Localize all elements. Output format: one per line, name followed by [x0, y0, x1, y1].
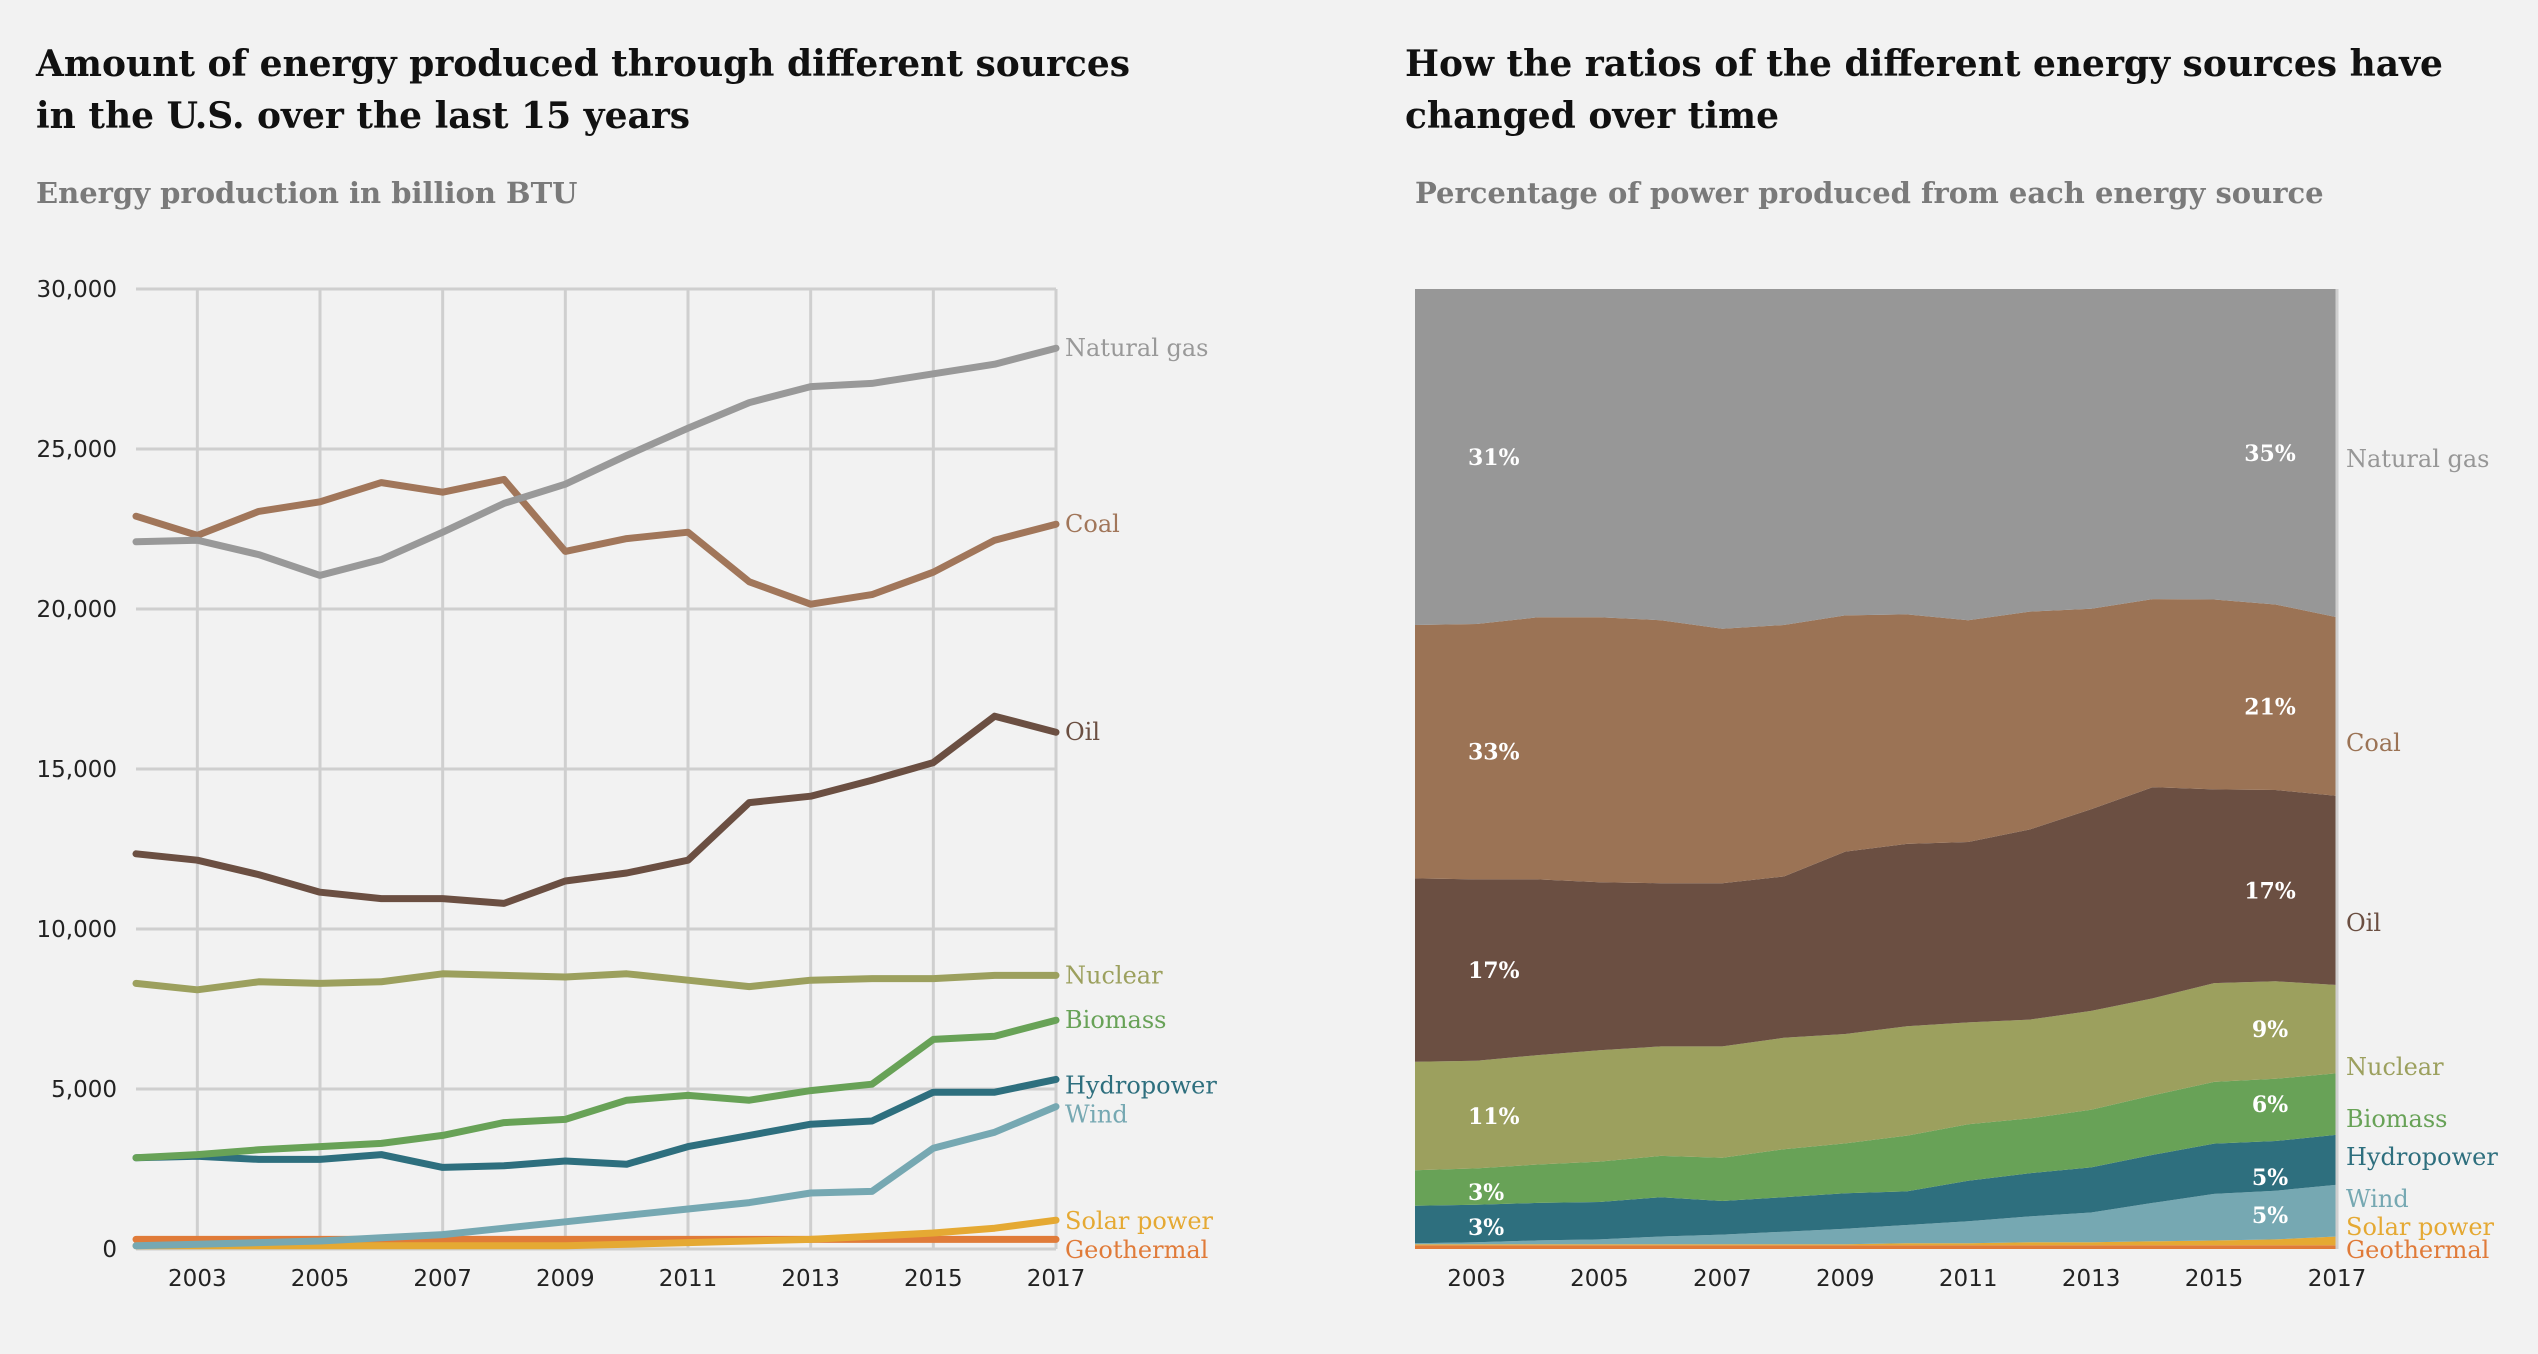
- end-pct-label-oil: 17%: [2244, 878, 2296, 904]
- y-tick-label: 20,000: [37, 597, 117, 623]
- area-band-nuclear: [1415, 981, 2337, 1171]
- end-pct-label-biomass: 6%: [2252, 1092, 2288, 1118]
- series-line-biomass: [132, 1016, 1060, 1162]
- x-tick-label: 2011: [659, 1266, 718, 1292]
- area-band-wind: [1415, 1184, 2337, 1245]
- y-tick-label: 30,000: [37, 277, 117, 303]
- line-chart: 0 5,000 10,000 15,000 20,000 25,000 30,000 2003…: [37, 277, 1218, 1292]
- series-label-natural-gas: Natural gas: [1065, 334, 1208, 362]
- series-line-oil: [132, 712, 1060, 907]
- area-band-oil: [1415, 787, 2337, 1062]
- band-label-natural-gas: Natural gas: [2346, 445, 2489, 473]
- x-tick-label: 2003: [1447, 1266, 1506, 1292]
- area-band-natural-gas: [1415, 289, 2337, 629]
- end-pct-label-natural-gas: 35%: [2244, 441, 2296, 467]
- start-pct-label-coal: 33%: [1468, 740, 1520, 766]
- series-line-hydropower: [132, 1075, 1060, 1171]
- end-pct-label-hydropower: 5%: [2252, 1165, 2288, 1191]
- x-tick-label: 2017: [2308, 1266, 2367, 1292]
- end-pct-label-nuclear: 9%: [2252, 1017, 2288, 1043]
- y-tick-label: 25,000: [37, 437, 117, 463]
- series-label-solar-power: Solar power: [1065, 1207, 1214, 1235]
- start-pct-label-biomass: 3%: [1468, 1180, 1504, 1206]
- x-tick-label: 2013: [2062, 1266, 2121, 1292]
- band-label-nuclear: Nuclear: [2346, 1053, 2444, 1081]
- series-line-natural-gas: [132, 344, 1060, 579]
- series-label-wind: Wind: [1065, 1101, 1128, 1129]
- band-label-wind: Wind: [2346, 1185, 2409, 1213]
- area-band-solar-power: [1415, 1236, 2337, 1246]
- area-band-hydropower: [1415, 1134, 2337, 1244]
- series-label-biomass: Biomass: [1065, 1006, 1166, 1034]
- area-chart-title: How the ratios of the different energy s…: [1405, 43, 2443, 137]
- band-label-hydropower: Hydropower: [2346, 1143, 2498, 1171]
- line-chart-panel: Amount of energy produced through differ…: [36, 43, 1218, 1292]
- x-tick-label: 2005: [291, 1266, 350, 1292]
- x-tick-label: 2003: [168, 1266, 227, 1292]
- series-label-hydropower: Hydropower: [1065, 1071, 1217, 1099]
- series-label-oil: Oil: [1065, 718, 1100, 746]
- y-tick-label: 15,000: [37, 757, 117, 783]
- y-tick-label: 0: [102, 1237, 117, 1263]
- x-tick-label: 2005: [1570, 1266, 1629, 1292]
- area-chart-subtitle: Percentage of power produced from each e…: [1415, 176, 2324, 210]
- band-label-solar-power: Solar power: [2346, 1213, 2495, 1241]
- start-pct-label-hydropower: 3%: [1468, 1215, 1504, 1241]
- band-label-biomass: Biomass: [2346, 1105, 2447, 1133]
- x-tick-label: 2009: [1816, 1266, 1875, 1292]
- series-line-nuclear: [132, 970, 1060, 994]
- x-tick-label: 2011: [1939, 1266, 1998, 1292]
- area-band-geothermal: [1415, 1245, 2337, 1249]
- series-line-solar-power: [132, 1216, 1060, 1250]
- start-pct-label-oil: 17%: [1468, 958, 1520, 984]
- area-chart-panel: How the ratios of the different energy s…: [1269, 0, 2538, 1354]
- series-label-geothermal: Geothermal: [1065, 1236, 1208, 1264]
- series-label-nuclear: Nuclear: [1065, 961, 1163, 989]
- x-tick-label: 2017: [1027, 1266, 1086, 1292]
- area-band-biomass: [1415, 1073, 2337, 1206]
- band-label-oil: Oil: [2346, 909, 2381, 937]
- x-tick-label: 2015: [904, 1266, 963, 1292]
- x-tick-label: 2007: [1693, 1266, 1752, 1292]
- start-pct-label-nuclear: 11%: [1468, 1104, 1520, 1130]
- x-tick-label: 2013: [781, 1266, 840, 1292]
- x-tick-label: 2007: [413, 1266, 472, 1292]
- y-tick-label: 10,000: [37, 917, 117, 943]
- band-label-coal: Coal: [2346, 729, 2401, 757]
- start-pct-label-natural-gas: 31%: [1468, 445, 1520, 471]
- line-chart-title: Amount of energy produced through differ…: [36, 43, 1131, 137]
- band-label-geothermal: Geothermal: [2346, 1236, 2489, 1264]
- stacked-area-chart: 2003 2005 2007 2009 2011 2013 2015 2017 5% 3% 5% 3%…: [1415, 289, 2498, 1292]
- area-band-coal: [1415, 599, 2337, 884]
- series-label-coal: Coal: [1065, 510, 1120, 538]
- end-pct-label-coal: 21%: [2244, 695, 2296, 721]
- series-line-coal: [132, 475, 1060, 608]
- x-tick-label: 2015: [2185, 1266, 2244, 1292]
- y-tick-label: 5,000: [51, 1077, 117, 1103]
- x-tick-label: 2009: [536, 1266, 595, 1292]
- line-chart-subtitle: Energy production in billion BTU: [36, 176, 578, 210]
- end-pct-label-wind: 5%: [2252, 1203, 2288, 1229]
- series-line-wind: [132, 1103, 1060, 1250]
